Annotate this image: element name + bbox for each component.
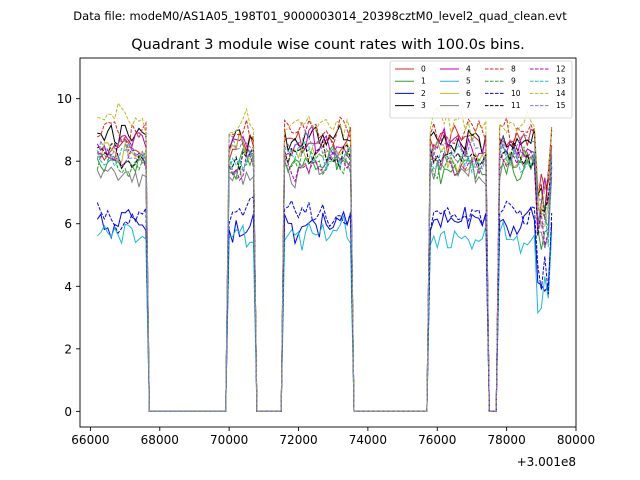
series-line-15 [96,130,553,412]
legend-label: 12 [556,65,566,74]
series-line-10 [96,196,553,412]
legend-entry-6: 6 [440,89,471,98]
data-file-label: Data file: modeM0/AS1A05_198T01_90000030… [73,9,567,23]
series-line-13 [96,140,553,412]
series-line-4 [96,124,553,412]
legend-entry-5: 5 [440,77,471,86]
series-line-9 [96,146,553,412]
legend-entry-13: 13 [530,77,566,86]
x-tick-label: 68000 [141,433,179,447]
legend-label: 6 [466,89,471,98]
series-line-5 [96,215,553,412]
legend-label: 1 [421,77,426,86]
series-line-7 [96,153,553,412]
legend-entry-1: 1 [395,77,426,86]
y-tick-label: 0 [64,405,72,419]
legend-label: 14 [556,89,566,98]
legend-label: 10 [511,89,521,98]
series-line-2 [96,206,553,412]
x-tick-label: 70000 [210,433,248,447]
axes-layer: 66000 68000 70000 72000 74000 76000 78000 80000… [57,57,595,447]
legend-label: 7 [466,101,471,110]
legend-label: 4 [466,65,471,74]
x-tick-label: 74000 [349,433,387,447]
x-tick-label: 78000 [488,433,526,447]
legend-entry-7: 7 [440,101,471,110]
legend-box [389,60,573,119]
series-line-6 [97,131,553,412]
x-tick-label: 66000 [71,433,109,447]
legend-label: 3 [421,101,426,110]
y-tick-label: 2 [64,342,72,356]
legend-label: 2 [421,89,426,98]
legend-entry-3: 3 [395,101,426,110]
legend-label: 11 [511,101,521,110]
x-tick-label: 72000 [279,433,317,447]
legend-entry-15: 15 [530,101,566,110]
legend-label: 5 [466,77,471,86]
series-line-12 [96,144,553,412]
legend-entry-14: 14 [530,89,566,98]
legend-label: 15 [556,101,566,110]
x-tick-label: 80000 [557,433,595,447]
legend-label: 13 [556,77,566,86]
series-layer [96,101,553,412]
y-tick-label: 10 [57,92,72,106]
legend-entry-9: 9 [485,77,516,86]
legend-entry-12: 12 [530,65,566,74]
y-tick-label: 4 [64,280,72,294]
legend-label: 8 [511,65,516,74]
legend-entry-0: 0 [395,65,426,74]
legend-label: 0 [421,65,426,74]
legend-label: 9 [511,77,516,86]
y-tick-label: 8 [64,155,72,169]
chart-title: Quadrant 3 module wise count rates with … [131,37,525,53]
legend-entry-4: 4 [440,65,471,74]
legend-entry-2: 2 [395,89,426,98]
y-tick-label: 6 [64,217,72,231]
x-tick-label: 76000 [418,433,456,447]
x-axis-offset-label: +3.001e8 [517,455,576,469]
legend-entry-8: 8 [485,65,516,74]
plot-frame [79,57,577,428]
legend-entry-10: 10 [485,89,521,98]
series-line-1 [96,144,553,412]
series-line-0 [97,124,553,412]
series-line-3 [97,123,553,412]
series-line-14 [97,101,553,412]
legend-entry-11: 11 [485,101,521,110]
